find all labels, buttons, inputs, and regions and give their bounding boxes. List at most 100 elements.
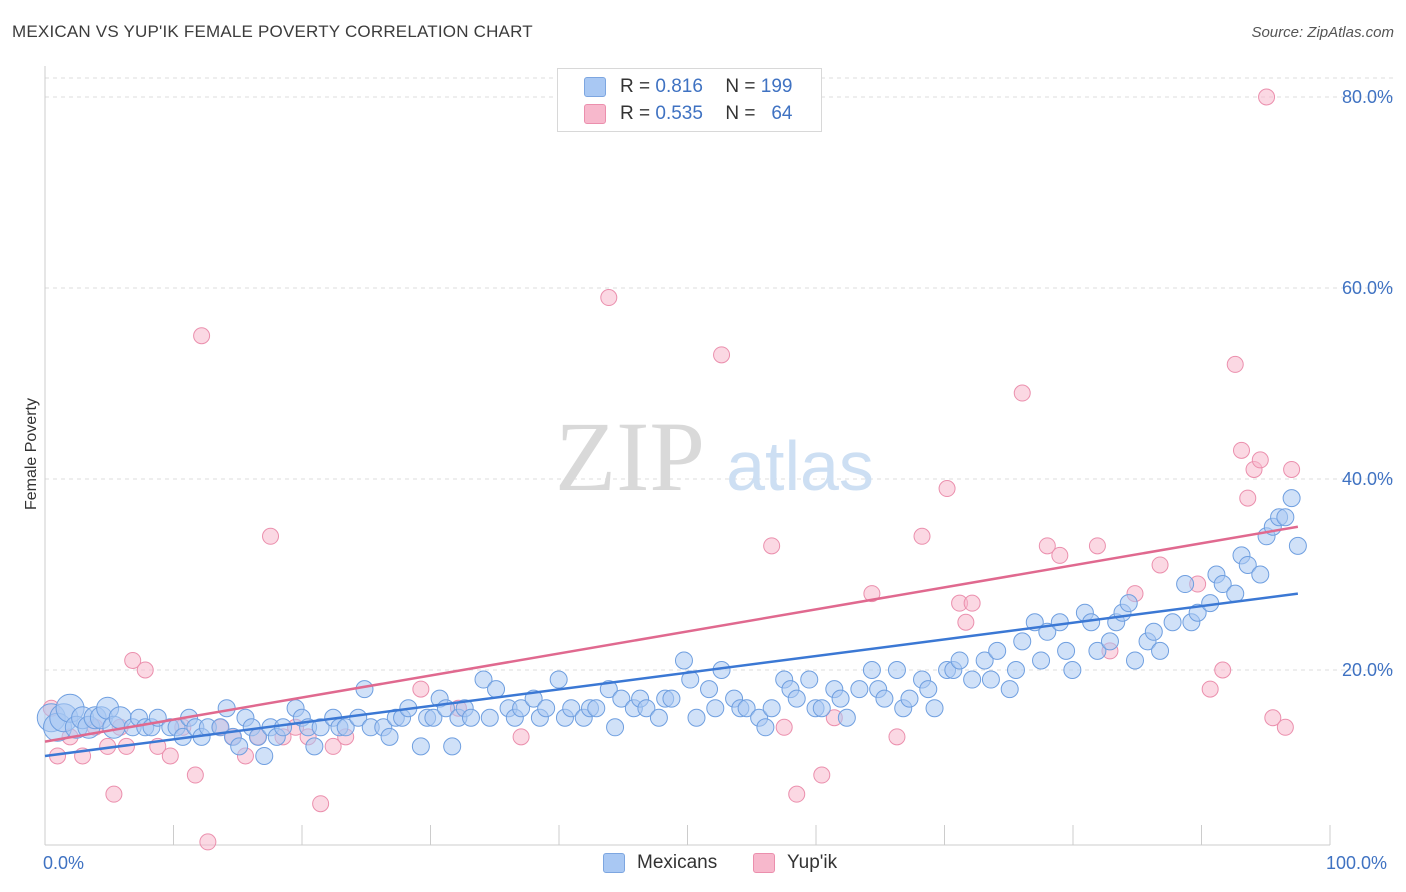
mexicans-point bbox=[649, 708, 668, 727]
mexicans-point bbox=[887, 661, 906, 679]
r-value: 0.535 bbox=[655, 103, 703, 124]
mexicans-point bbox=[1006, 661, 1025, 679]
watermark: ZIP atlas bbox=[555, 401, 874, 512]
yupik-point bbox=[312, 795, 330, 813]
mexicans-point bbox=[737, 699, 756, 718]
yupik-point bbox=[1226, 355, 1244, 373]
yupik-point bbox=[124, 651, 142, 669]
yupik-point bbox=[1051, 546, 1069, 564]
yupik-point bbox=[1038, 537, 1056, 555]
mexicans-point bbox=[1151, 641, 1170, 660]
watermark-zip: ZIP bbox=[555, 401, 705, 512]
yupik-point bbox=[199, 833, 217, 851]
yupik-point bbox=[1283, 460, 1301, 478]
legend-row-yupik: R = 0.535 N = 64 bbox=[584, 102, 792, 126]
n-value: 64 bbox=[771, 103, 793, 124]
mexicans-point bbox=[1276, 508, 1295, 527]
yupik-point bbox=[1013, 384, 1031, 402]
legend-row-mexicans: R = 0.816 N = 199 bbox=[584, 75, 792, 99]
yupik-point bbox=[412, 680, 430, 698]
mexicans-point bbox=[1251, 565, 1270, 584]
mexicans-point bbox=[812, 699, 831, 718]
mexicans-point bbox=[512, 699, 531, 718]
x-tick-max: 100.0% bbox=[1326, 853, 1388, 873]
mexicans-point bbox=[831, 689, 850, 708]
mexicans-point bbox=[1226, 584, 1245, 603]
yupik-point bbox=[863, 585, 881, 603]
yupik-point bbox=[1251, 451, 1269, 469]
mexicans-point bbox=[981, 670, 1000, 689]
mexicans-point bbox=[762, 699, 781, 718]
mexicans-point bbox=[336, 718, 355, 737]
mexicans-point bbox=[587, 699, 606, 718]
mexicans-point bbox=[700, 680, 719, 699]
yupik-point bbox=[186, 766, 204, 784]
yupik-swatch bbox=[584, 104, 606, 124]
series-legend: Mexicans Yup'ik bbox=[0, 852, 1406, 876]
yupik-point bbox=[788, 785, 806, 803]
yupik-point bbox=[957, 613, 975, 631]
mexicans-point bbox=[900, 689, 919, 708]
yupik-point bbox=[262, 527, 280, 545]
yupik-point bbox=[888, 728, 906, 746]
yupik-point bbox=[1232, 441, 1250, 459]
mexicans-point bbox=[681, 670, 700, 689]
y-tick-label: 60.0% bbox=[1342, 278, 1393, 298]
mexicans-point bbox=[1288, 536, 1307, 555]
yupik-point bbox=[1264, 709, 1282, 727]
yupik-point bbox=[763, 537, 781, 555]
yupik-point bbox=[713, 346, 731, 364]
mexicans-point bbox=[1213, 575, 1232, 594]
mexicans-point bbox=[311, 718, 330, 737]
mexicans-point bbox=[612, 689, 631, 708]
mexicans-point bbox=[537, 699, 556, 718]
mexicans-point bbox=[1163, 613, 1182, 632]
source-label: Source: ZipAtlas.com bbox=[1251, 24, 1394, 41]
mexicans-point bbox=[1000, 680, 1019, 699]
y-tick-label: 40.0% bbox=[1342, 469, 1393, 489]
mexicans-point bbox=[562, 699, 581, 718]
yupik-point bbox=[938, 480, 956, 498]
mexicans-point bbox=[474, 670, 493, 689]
mexicans-point bbox=[674, 651, 693, 670]
yupik-point bbox=[1151, 556, 1169, 574]
mexicans-point bbox=[1013, 632, 1032, 651]
yupik-point bbox=[775, 718, 793, 736]
legend-item-yupik: Yup'ik bbox=[753, 852, 837, 874]
mexicans-point bbox=[1188, 603, 1207, 622]
mexicans-swatch bbox=[584, 77, 606, 97]
mexicans-point bbox=[919, 680, 938, 699]
mexicans-point bbox=[837, 708, 856, 727]
trend-lines bbox=[44, 525, 1299, 758]
mexicans-point bbox=[1126, 651, 1145, 670]
mexicans-point bbox=[875, 689, 894, 708]
mexicans-point bbox=[411, 737, 430, 756]
mexicans-point bbox=[480, 708, 499, 727]
yupik-point bbox=[1276, 718, 1294, 736]
mexicans-point bbox=[230, 737, 249, 756]
mexicans-point bbox=[1176, 575, 1195, 594]
mexicans-point bbox=[1063, 661, 1082, 679]
r-value: 0.816 bbox=[655, 76, 703, 97]
mexicans-point bbox=[424, 708, 443, 727]
yupik-point bbox=[1088, 537, 1106, 555]
mexicans-point bbox=[862, 661, 881, 679]
mexicans-point bbox=[637, 699, 656, 718]
mexicans-point bbox=[274, 718, 293, 737]
y-tick-label: 80.0% bbox=[1342, 87, 1393, 107]
n-label: N = bbox=[725, 76, 756, 97]
mexicans-point bbox=[988, 641, 1007, 660]
legend-item-mexicans: Mexicans bbox=[603, 852, 717, 874]
mexicans-point bbox=[1088, 641, 1107, 660]
yupik-point bbox=[324, 737, 342, 755]
n-label: N = bbox=[725, 103, 756, 124]
yupik-point bbox=[1201, 680, 1219, 698]
mexicans-point bbox=[599, 680, 618, 699]
r-label: R = bbox=[620, 76, 651, 97]
mexicans-point bbox=[461, 708, 480, 727]
yupik-swatch bbox=[753, 853, 775, 873]
yupik-trendline bbox=[44, 525, 1299, 743]
yupik-point bbox=[963, 594, 981, 612]
yupik-point bbox=[161, 747, 179, 765]
y-tick-label: 20.0% bbox=[1342, 660, 1393, 680]
